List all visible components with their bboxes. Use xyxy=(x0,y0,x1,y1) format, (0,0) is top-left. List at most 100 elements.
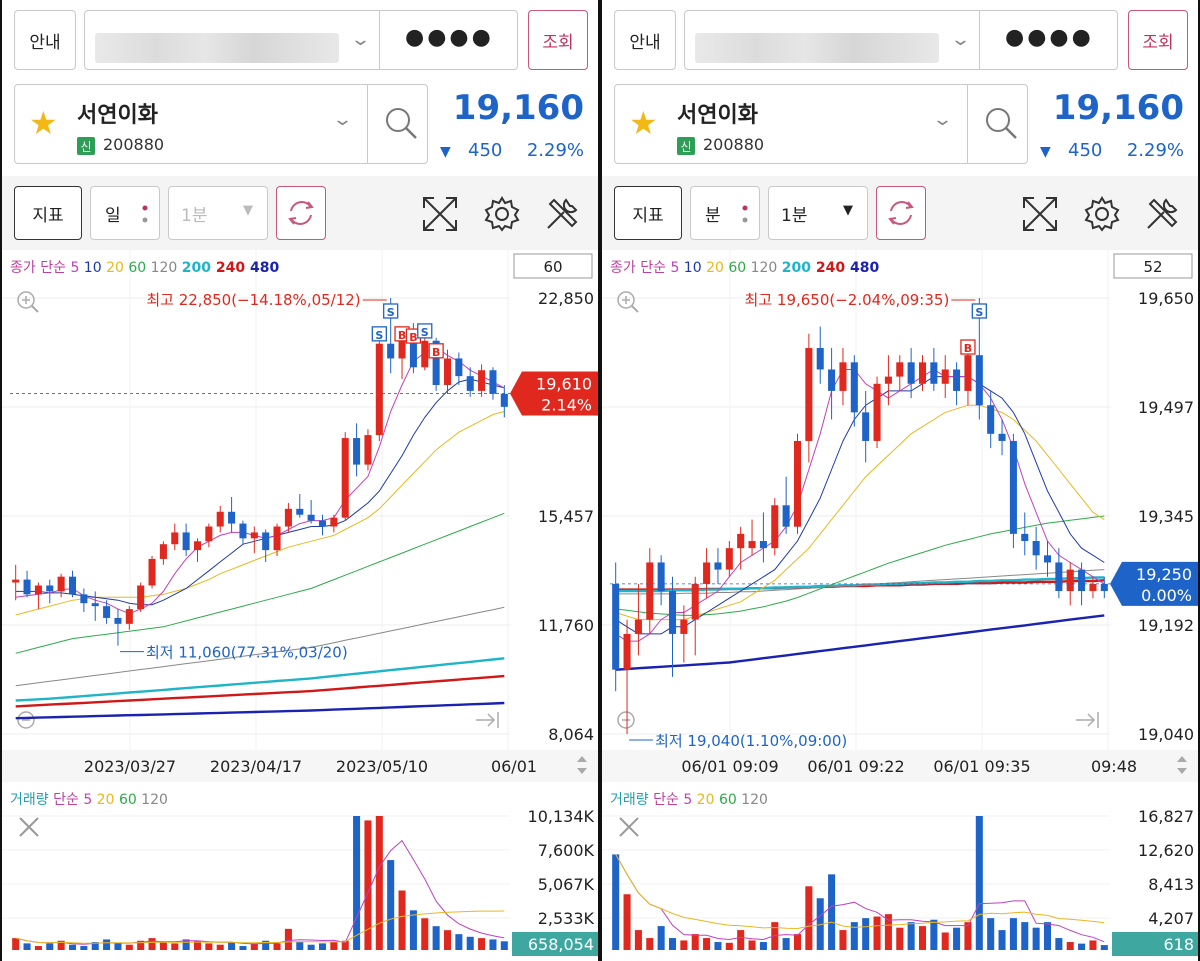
favorite-star-icon[interactable]: ★ xyxy=(29,104,58,142)
candle-body xyxy=(500,393,508,407)
chevron-down-icon[interactable]: ⌄ xyxy=(949,29,972,50)
x-axis-band xyxy=(602,750,1198,782)
close-volume-icon[interactable] xyxy=(619,817,639,837)
volume-legend-period: 5 xyxy=(683,792,696,808)
legend-period: 20 xyxy=(106,260,128,276)
volume-tick-label: 10,134K xyxy=(528,807,595,826)
down-arrow-icon: ▼ xyxy=(1040,144,1051,160)
zoom-out-icon[interactable] xyxy=(17,711,35,729)
volume-bar xyxy=(668,938,677,950)
chart-area[interactable]: 종가 단순 5 10 20 60 120 200 240 480 60 최고 22… xyxy=(2,250,598,961)
x-tick-label: 06/01 09:22 xyxy=(807,757,904,776)
go-to-end-icon[interactable] xyxy=(476,712,499,728)
stock-name: 서연이화 xyxy=(677,103,758,128)
candle-body xyxy=(1100,583,1108,592)
account-selector[interactable]: ⌄ ●●●● xyxy=(684,10,1118,70)
current-price: 19,160 xyxy=(452,88,584,128)
candle-body xyxy=(273,526,281,551)
go-to-end-icon[interactable] xyxy=(1076,712,1099,728)
current-price-value: 19,250 xyxy=(1136,565,1192,584)
zoom-in-icon[interactable] xyxy=(17,291,39,313)
fullscreen-icon[interactable] xyxy=(1020,194,1060,234)
refresh-button[interactable] xyxy=(276,186,326,240)
refresh-button[interactable] xyxy=(876,186,926,240)
candle-body xyxy=(68,576,77,595)
chevron-down-icon[interactable]: ⌄ xyxy=(931,109,954,130)
volume-current-value: 658,054 xyxy=(528,935,594,954)
legend-simple: 단순 xyxy=(40,260,70,276)
indicator-button[interactable]: 지표 xyxy=(614,186,682,240)
search-icon[interactable] xyxy=(981,103,1021,143)
zoom-out-icon[interactable] xyxy=(617,711,635,729)
password-field[interactable]: ●●●● xyxy=(1005,25,1094,50)
indicator-button[interactable]: 지표 xyxy=(14,186,82,240)
candle-body xyxy=(975,355,983,406)
candle-body xyxy=(478,370,486,391)
volume-bar xyxy=(137,940,145,950)
stock-selector[interactable]: ★ 서연이화 신 200880 ⌄ xyxy=(14,84,428,164)
stock-selector[interactable]: ★ 서연이화 신 200880 ⌄ xyxy=(614,84,1028,164)
volume-bar xyxy=(1009,918,1017,950)
y-tick-label: 19,497 xyxy=(1138,398,1194,417)
candle-body xyxy=(953,369,961,391)
close-volume-icon[interactable] xyxy=(19,817,39,837)
dropdown-caret-icon: ▼ xyxy=(243,203,253,218)
svg-text:B: B xyxy=(398,329,406,342)
volume-bar xyxy=(228,942,236,950)
scroll-arrows-icon[interactable] xyxy=(1177,756,1187,774)
volume-bar xyxy=(896,927,904,950)
y-axis-ticks: 19,650 19,497 19,345 19,192 19,040 xyxy=(1138,289,1194,744)
volume-bar xyxy=(748,940,756,950)
y-axis-ticks: 22,850 15,457 11,760 8,064 xyxy=(538,289,594,744)
candle-body xyxy=(148,558,156,586)
svg-text:S: S xyxy=(375,329,383,342)
account-selector[interactable]: ⌄ ●●●● xyxy=(84,10,518,70)
volume-bar xyxy=(91,942,99,950)
candle-body xyxy=(907,362,915,384)
fullscreen-icon[interactable] xyxy=(420,194,460,234)
volume-bars xyxy=(12,816,508,950)
volume-legend-period: 120 xyxy=(741,792,768,808)
settings-gear-icon[interactable] xyxy=(1082,194,1122,234)
price-change-percent: 2.29% xyxy=(1126,140,1184,161)
candle-body xyxy=(998,433,1006,441)
candle-body xyxy=(284,508,292,527)
candle-body xyxy=(703,562,711,584)
candle-body xyxy=(137,585,145,610)
volume-bar xyxy=(57,940,65,950)
tools-icon[interactable] xyxy=(542,194,582,234)
chevron-down-icon[interactable]: ⌄ xyxy=(331,109,354,130)
settings-gear-icon[interactable] xyxy=(482,194,522,234)
volume-legend-period: 60 xyxy=(119,792,141,808)
legend-period: 480 xyxy=(250,260,279,276)
period-selector[interactable]: 일 xyxy=(90,186,160,240)
chevron-down-icon[interactable]: ⌄ xyxy=(349,29,372,50)
candle-body xyxy=(771,505,779,549)
favorite-star-icon[interactable]: ★ xyxy=(629,104,658,142)
info-button[interactable]: 안내 xyxy=(614,10,676,70)
volume-current-badge xyxy=(512,932,598,956)
search-icon[interactable] xyxy=(381,103,421,143)
candle-body xyxy=(375,343,383,436)
candle-body xyxy=(489,370,497,394)
tools-icon[interactable] xyxy=(1142,194,1182,234)
zoom-in-icon[interactable] xyxy=(617,291,639,313)
candle-body xyxy=(816,348,824,370)
period-selector[interactable]: 분 xyxy=(690,186,760,240)
info-button[interactable]: 안내 xyxy=(14,10,76,70)
sell-marker: S xyxy=(383,303,399,319)
password-field[interactable]: ●●●● xyxy=(405,25,494,50)
chart-area[interactable]: 종가 단순 5 10 20 60 120 200 240 480 52 최고 19… xyxy=(602,250,1198,961)
candle-body xyxy=(793,440,802,527)
interval-selector[interactable]: 1분 ▼ xyxy=(768,186,868,240)
candle-body xyxy=(91,603,99,607)
volume-bar xyxy=(387,860,395,950)
legend-close: 종가 xyxy=(10,260,40,276)
volume-ma5-line xyxy=(15,839,505,945)
volume-bar xyxy=(409,910,417,950)
query-button[interactable]: 조회 xyxy=(528,10,588,70)
candle-body xyxy=(691,583,699,620)
interval-selector[interactable]: 1분 ▼ xyxy=(168,186,268,240)
query-button[interactable]: 조회 xyxy=(1128,10,1188,70)
scroll-arrows-icon[interactable] xyxy=(577,756,587,774)
